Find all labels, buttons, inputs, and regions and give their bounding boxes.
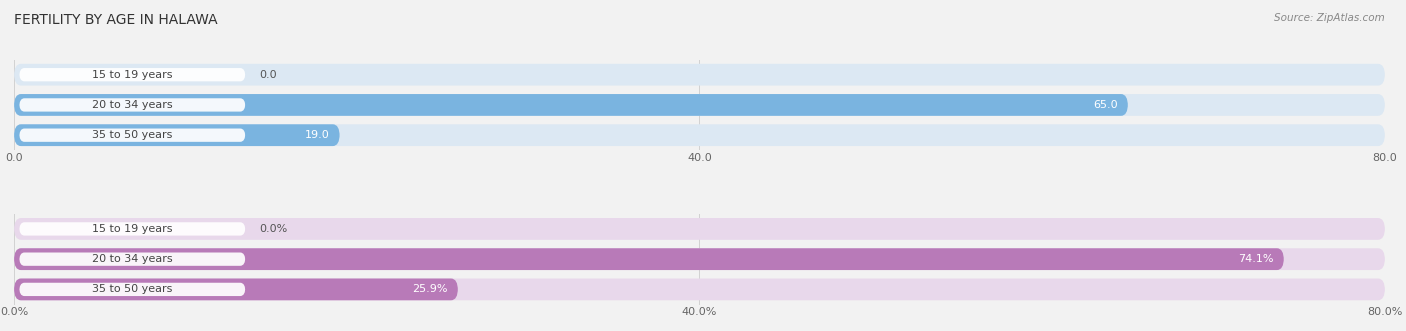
Text: 65.0: 65.0 <box>1092 100 1118 110</box>
FancyBboxPatch shape <box>14 64 1385 86</box>
FancyBboxPatch shape <box>14 278 1385 300</box>
Text: FERTILITY BY AGE IN HALAWA: FERTILITY BY AGE IN HALAWA <box>14 13 218 27</box>
Text: 20 to 34 years: 20 to 34 years <box>91 100 173 110</box>
FancyBboxPatch shape <box>20 222 246 236</box>
FancyBboxPatch shape <box>14 248 1385 270</box>
FancyBboxPatch shape <box>20 68 246 81</box>
Text: 0.0%: 0.0% <box>259 224 287 234</box>
FancyBboxPatch shape <box>14 94 1128 116</box>
FancyBboxPatch shape <box>20 98 246 112</box>
FancyBboxPatch shape <box>14 218 1385 240</box>
Text: 15 to 19 years: 15 to 19 years <box>91 70 173 80</box>
FancyBboxPatch shape <box>14 124 340 146</box>
FancyBboxPatch shape <box>14 94 1385 116</box>
FancyBboxPatch shape <box>14 248 1284 270</box>
Text: 0.0: 0.0 <box>259 70 277 80</box>
FancyBboxPatch shape <box>20 253 246 266</box>
FancyBboxPatch shape <box>14 124 1385 146</box>
FancyBboxPatch shape <box>20 128 246 142</box>
Text: 74.1%: 74.1% <box>1239 254 1274 264</box>
FancyBboxPatch shape <box>14 278 458 300</box>
Text: 35 to 50 years: 35 to 50 years <box>93 284 173 294</box>
Text: Source: ZipAtlas.com: Source: ZipAtlas.com <box>1274 13 1385 23</box>
Text: 25.9%: 25.9% <box>412 284 447 294</box>
Text: 20 to 34 years: 20 to 34 years <box>91 254 173 264</box>
FancyBboxPatch shape <box>20 283 246 296</box>
Text: 15 to 19 years: 15 to 19 years <box>91 224 173 234</box>
Text: 19.0: 19.0 <box>305 130 329 140</box>
Text: 35 to 50 years: 35 to 50 years <box>93 130 173 140</box>
